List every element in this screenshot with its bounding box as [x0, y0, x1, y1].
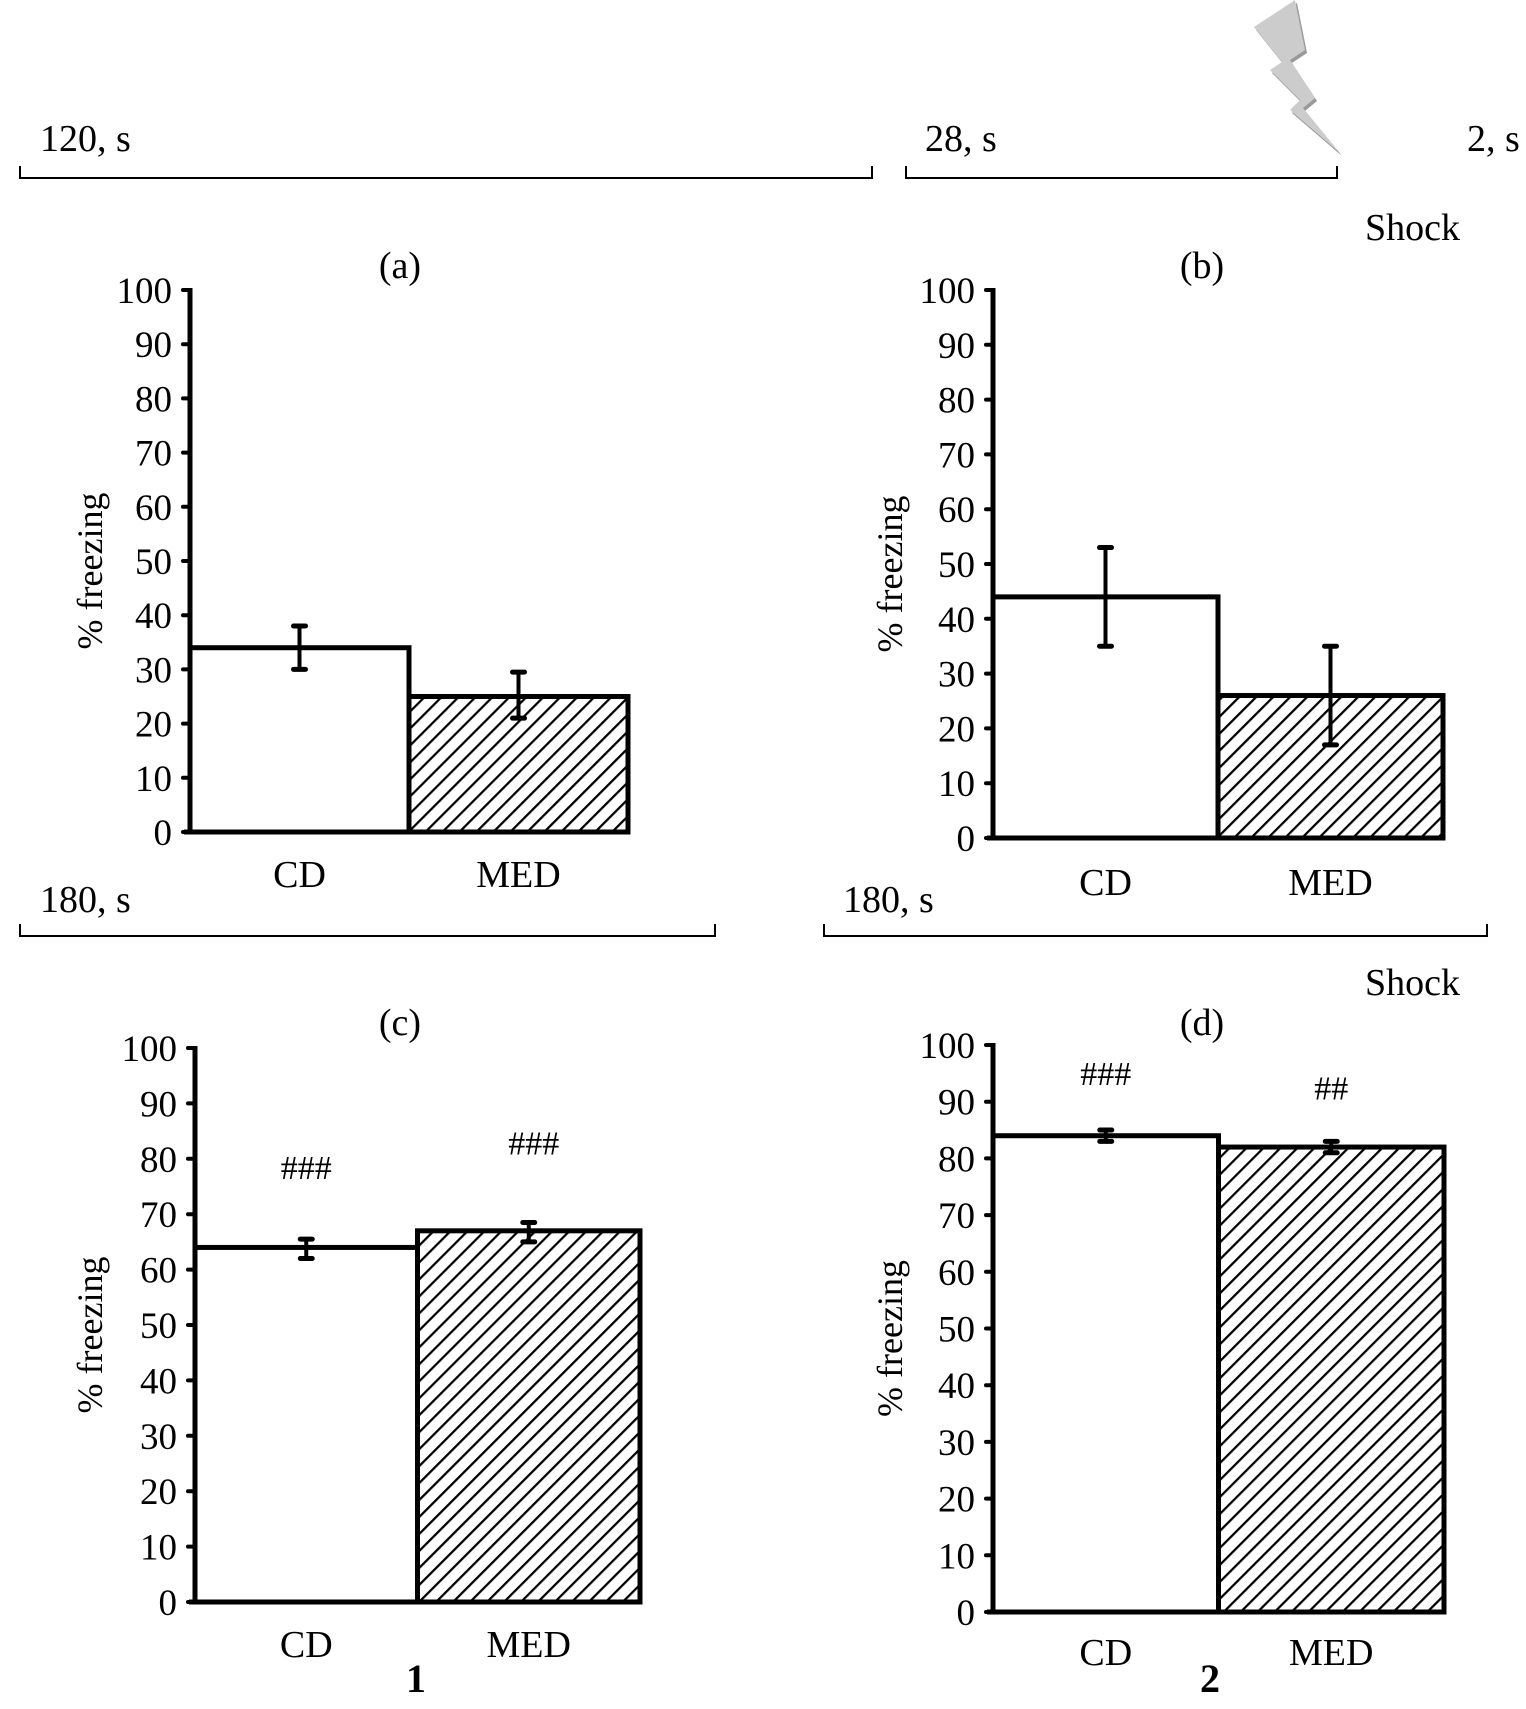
timeline-bracket — [19, 924, 716, 937]
y-tick-label: 0 — [159, 1583, 178, 1624]
y-tick-label: 40 — [938, 600, 975, 641]
y-tick-label: 30 — [135, 650, 172, 691]
y-tick-label: 70 — [140, 1195, 177, 1236]
y-tick-label: 70 — [938, 1196, 975, 1237]
y-tick-label: 90 — [140, 1084, 177, 1125]
y-tick-label: 10 — [938, 1536, 975, 1577]
column-label: 2 — [1200, 1656, 1220, 1701]
timeline-middle-right: 180, s Shock — [823, 879, 1488, 1004]
y-tick-label: 70 — [135, 434, 172, 475]
y-tick-label: 20 — [938, 709, 975, 750]
timeline-segment-label: 2, s — [1467, 118, 1520, 160]
y-tick-label: 60 — [140, 1251, 177, 1292]
timeline-middle-left: 180, s — [19, 879, 716, 937]
y-tick-label: 60 — [938, 1253, 975, 1294]
x-tick-label: MED — [1288, 862, 1372, 904]
y-tick-label: 90 — [938, 326, 975, 367]
significance-marker: ## — [1314, 1070, 1348, 1107]
y-tick-label: 40 — [938, 1366, 975, 1407]
y-tick-label: 20 — [938, 1480, 975, 1521]
x-tick-label: CD — [1079, 862, 1132, 904]
y-tick-label: 50 — [938, 545, 975, 586]
significance-marker: ### — [1080, 1056, 1131, 1093]
x-tick-label: MED — [487, 1624, 571, 1666]
y-tick-label: 100 — [122, 1029, 178, 1070]
timeline-segment-label: 28, s — [925, 118, 997, 160]
y-tick-label: 40 — [140, 1361, 177, 1402]
y-axis-title: % freezing — [70, 493, 110, 650]
y-tick-label: 80 — [140, 1140, 177, 1181]
x-tick-label: CD — [1079, 1632, 1132, 1674]
bar-cd — [187, 645, 412, 835]
y-tick-label: 100 — [920, 1026, 976, 1067]
chart-a: (a) 0 10 20 30 40 50 60 70 80 90 100 CD MED % freezing — [70, 245, 631, 896]
panel-title: (d) — [1180, 1002, 1224, 1044]
timeline-bracket — [823, 924, 1488, 937]
panel-title: (a) — [379, 245, 421, 287]
significance-marker: ### — [281, 1150, 332, 1187]
y-tick-label: 10 — [938, 764, 975, 805]
column-label: 1 — [406, 1656, 426, 1701]
y-tick-label: 70 — [938, 435, 975, 476]
timeline-bracket — [19, 166, 873, 179]
y-tick-label: 80 — [135, 379, 172, 420]
y-tick-label: 50 — [938, 1310, 975, 1351]
bar-cd — [990, 1133, 1221, 1615]
y-tick-label: 50 — [135, 542, 172, 583]
significance-marker: ### — [508, 1126, 559, 1163]
panel-title: (b) — [1180, 245, 1224, 287]
y-tick-label: 0 — [154, 813, 173, 854]
y-tick-label: 40 — [135, 596, 172, 637]
y-tick-label: 100 — [117, 271, 173, 312]
y-tick-label: 30 — [140, 1417, 177, 1458]
y-axis-title: % freezing — [70, 1257, 110, 1414]
bar-cd — [192, 1244, 420, 1605]
chart-b: (b) 0 10 20 30 40 50 60 70 80 90 100 CD MED % freezing — [870, 245, 1446, 904]
bar-med — [1216, 1144, 1447, 1615]
bar-med — [415, 1228, 643, 1605]
x-tick-label: MED — [476, 854, 560, 896]
y-tick-label: 90 — [135, 325, 172, 366]
y-tick-label: 10 — [135, 759, 172, 800]
x-tick-label: CD — [273, 854, 326, 896]
shock-label: Shock — [1365, 962, 1460, 1004]
y-axis-title: % freezing — [870, 496, 910, 653]
y-tick-label: 50 — [140, 1306, 177, 1347]
y-axis-title: % freezing — [870, 1260, 910, 1417]
panel-title: (c) — [379, 1002, 421, 1044]
y-tick-label: 0 — [957, 1593, 976, 1634]
y-tick-label: 60 — [938, 490, 975, 531]
y-tick-label: 30 — [938, 655, 975, 696]
y-tick-label: 80 — [938, 1139, 975, 1180]
y-tick-label: 90 — [938, 1083, 975, 1124]
timeline-segment-label: 180, s — [843, 879, 934, 921]
y-tick-label: 100 — [920, 271, 976, 312]
shock-label: Shock — [1365, 207, 1460, 249]
x-tick-label: CD — [280, 1624, 333, 1666]
y-tick-label: 0 — [957, 819, 976, 860]
y-tick-label: 20 — [140, 1472, 177, 1513]
y-tick-label: 60 — [135, 488, 172, 529]
x-tick-label: MED — [1289, 1632, 1373, 1674]
timeline-top: 120, s 28, s 2, s Shock — [19, 0, 1520, 249]
y-tick-label: 10 — [140, 1528, 177, 1569]
chart-c: (c) ### ### 0 10 20 30 40 50 60 70 80 90 100 CD MED % fr… — [70, 1002, 643, 1666]
timeline-bracket — [905, 166, 1338, 179]
y-tick-label: 20 — [135, 705, 172, 746]
timeline-segment-label: 180, s — [40, 879, 131, 921]
y-tick-label: 80 — [938, 381, 975, 422]
lightning-bolt-icon — [1254, 0, 1342, 156]
y-tick-label: 30 — [938, 1423, 975, 1464]
timeline-segment-label: 120, s — [40, 118, 131, 160]
